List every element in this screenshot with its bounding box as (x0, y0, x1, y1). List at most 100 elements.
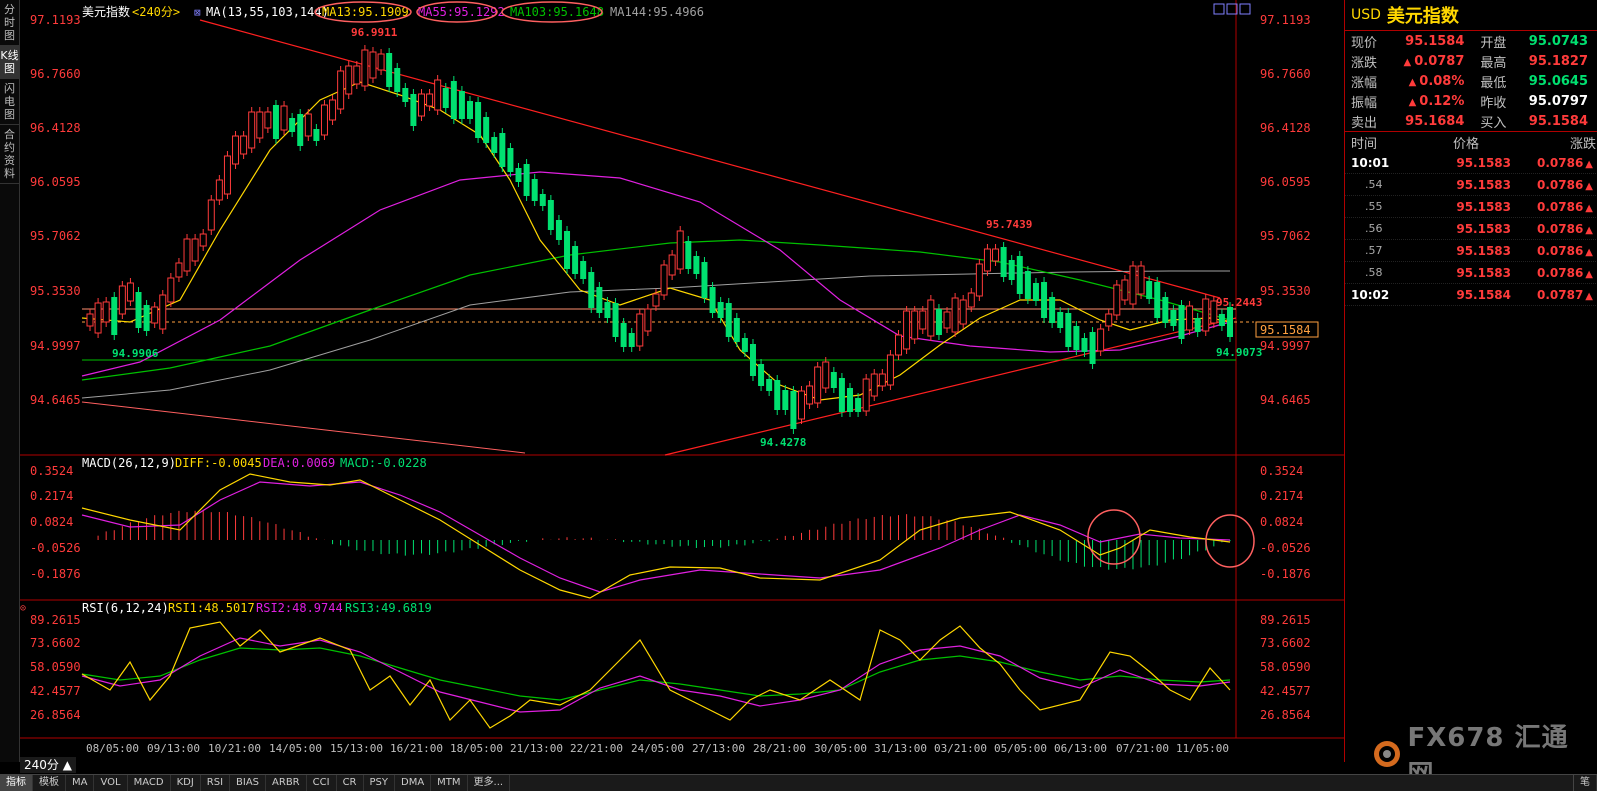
quote-label: 最高 (1480, 55, 1507, 71)
candle-body (620, 323, 627, 347)
tab-contract-info[interactable]: 合约资料 (0, 125, 19, 184)
tab-flash-chart[interactable]: 闪电图 (0, 79, 19, 125)
candle-body (1008, 260, 1015, 280)
tick-row[interactable]: .57 95.1583 0.0786 ▲ (1345, 240, 1597, 262)
up-arrow-icon: ▲ (1585, 158, 1593, 170)
indicator-tab[interactable]: MACD (128, 775, 171, 791)
candle-body (741, 338, 748, 352)
rsi3-line (81, 647, 1231, 701)
left-tab-bar: 分时图 K线图 闪电图 合约资料 (0, 0, 20, 762)
candle-body (118, 285, 126, 315)
indicator-tab[interactable]: BIAS (230, 775, 267, 791)
candle-body (564, 231, 571, 269)
up-arrow-icon: ▲ (1585, 202, 1593, 214)
kline-chart[interactable]: 美元指数 <240分> ⊠ MA(13,55,103,144) MA13:95.… (20, 0, 1344, 762)
tab-timeshare[interactable]: 分时图 (0, 0, 19, 46)
ma103-line (81, 239, 1231, 381)
candle-body (572, 246, 579, 274)
price-axis-left-0: 97.1193 (30, 13, 81, 27)
tab-kline[interactable]: K线图 (0, 46, 19, 79)
indicator-tab[interactable]: MTM (431, 775, 468, 791)
time-label-10: 27/13:00 (692, 742, 745, 755)
quote-row: 涨幅 ▲ 0.08% 最低 95.0645 (1345, 71, 1597, 91)
current-price-tag (1255, 321, 1319, 338)
price-axis-left-6: 94.9997 (30, 339, 81, 353)
candle-body (758, 364, 765, 386)
tick-row[interactable]: 10:02 95.1584 0.0787 ▲ (1345, 284, 1597, 306)
candle-body (903, 310, 911, 350)
price-axis-left-7: 94.6465 (30, 393, 81, 407)
candle-body (886, 354, 894, 386)
indicator-tab[interactable]: RSI (201, 775, 231, 791)
tick-time: .54 (1365, 178, 1383, 191)
candle-body (676, 230, 684, 270)
quote-panel: USD 美元指数 现价 95.1584 开盘 95.0743 涨跌 ▲ 0.0787 最高 95… (1344, 0, 1597, 762)
candle-body (320, 104, 328, 136)
macd-axis-right-2: 0.0824 (1260, 515, 1303, 529)
tick-row[interactable]: 10:01 95.1583 0.0786 ▲ (1345, 152, 1597, 174)
tick-price: 95.1584 (1456, 287, 1511, 302)
price-axis-left-2: 96.4128 (30, 121, 81, 135)
candle-body (766, 379, 773, 391)
candle-body (86, 313, 94, 327)
candle-body (1129, 265, 1137, 305)
price-axis-right-7: 94.6465 (1260, 393, 1311, 407)
candle-body (264, 111, 272, 129)
candle-body (207, 199, 215, 231)
quote-row: 涨跌 ▲ 0.0787 最高 95.1827 (1345, 51, 1597, 71)
candle-body (1097, 328, 1105, 352)
chart-settings-icon[interactable]: ⊠ (194, 6, 201, 19)
indicator-tab[interactable]: MA (66, 775, 95, 791)
chart-period: <240分> (132, 5, 180, 19)
candle-body (814, 366, 822, 404)
indicator-tab[interactable]: 指标 (0, 775, 33, 791)
time-label-18: 11/05:00 (1176, 742, 1229, 755)
maximize-button[interactable] (1239, 3, 1251, 15)
ticks-list[interactable]: 10:01 95.1583 0.0786 ▲ .54 95.1583 0.0786 ▲ .55 9… (1345, 152, 1597, 306)
tick-row[interactable]: .54 95.1583 0.0786 ▲ (1345, 174, 1597, 196)
candle-body (701, 262, 708, 298)
candle-body (467, 101, 473, 119)
tick-row[interactable]: .55 95.1583 0.0786 ▲ (1345, 196, 1597, 218)
price-axis-right-3: 96.0595 (1260, 175, 1311, 189)
indicator-tab[interactable]: CR (337, 775, 364, 791)
candle-body (272, 105, 279, 139)
macd-value: MACD:-0.0228 (340, 456, 427, 470)
indicator-tab[interactable]: CCI (307, 775, 337, 791)
macd-diff-line (81, 473, 1231, 599)
tick-row[interactable]: .56 95.1583 0.0786 ▲ (1345, 218, 1597, 240)
tick-row[interactable]: .58 95.1583 0.0786 ▲ (1345, 262, 1597, 284)
tick-change: 0.0787 ▲ (1511, 288, 1596, 302)
annotation-circle-macd-1 (1087, 509, 1141, 565)
rsi-toggle-icon[interactable]: ⊙ (20, 603, 26, 614)
indicator-tab[interactable]: DMA (395, 775, 432, 791)
candle-body (280, 105, 288, 131)
rsi1-value: RSI1:48.5017 (168, 601, 255, 615)
candle-body (547, 200, 554, 230)
indicator-tab[interactable]: ARBR (266, 775, 307, 791)
period-selector[interactable]: 240分 ▲ (20, 757, 76, 773)
tick-time: .55 (1365, 200, 1383, 213)
indicator-tab[interactable]: PSY (364, 775, 395, 791)
zoom-out-button[interactable] (1226, 3, 1238, 15)
candle-body (531, 179, 538, 201)
candle-body (596, 287, 603, 313)
indicator-tab[interactable]: 更多... (468, 775, 511, 791)
candle-body (1227, 307, 1233, 337)
rsi-axis-left-2: 58.0590 (30, 660, 81, 674)
ma-label: MA(13,55,103,144) (206, 5, 329, 19)
zoom-in-button[interactable] (1213, 3, 1225, 15)
descending-trendline (199, 19, 1221, 299)
candle-body (1178, 305, 1185, 339)
indicator-tab[interactable]: KDJ (171, 775, 201, 791)
up-arrow-icon: ▲ (1585, 180, 1593, 192)
indicator-tab[interactable]: 模板 (33, 775, 66, 791)
quote-header: USD 美元指数 (1345, 0, 1597, 31)
candle-body (434, 79, 442, 111)
indicator-tab[interactable]: VOL (94, 775, 128, 791)
candle-body (1057, 312, 1064, 328)
up-arrow-icon: ▲ (1585, 290, 1593, 302)
tab-pen[interactable]: 笔 (1573, 775, 1597, 791)
candle-body (94, 302, 102, 334)
tick-change: 0.0786 ▲ (1511, 200, 1596, 214)
